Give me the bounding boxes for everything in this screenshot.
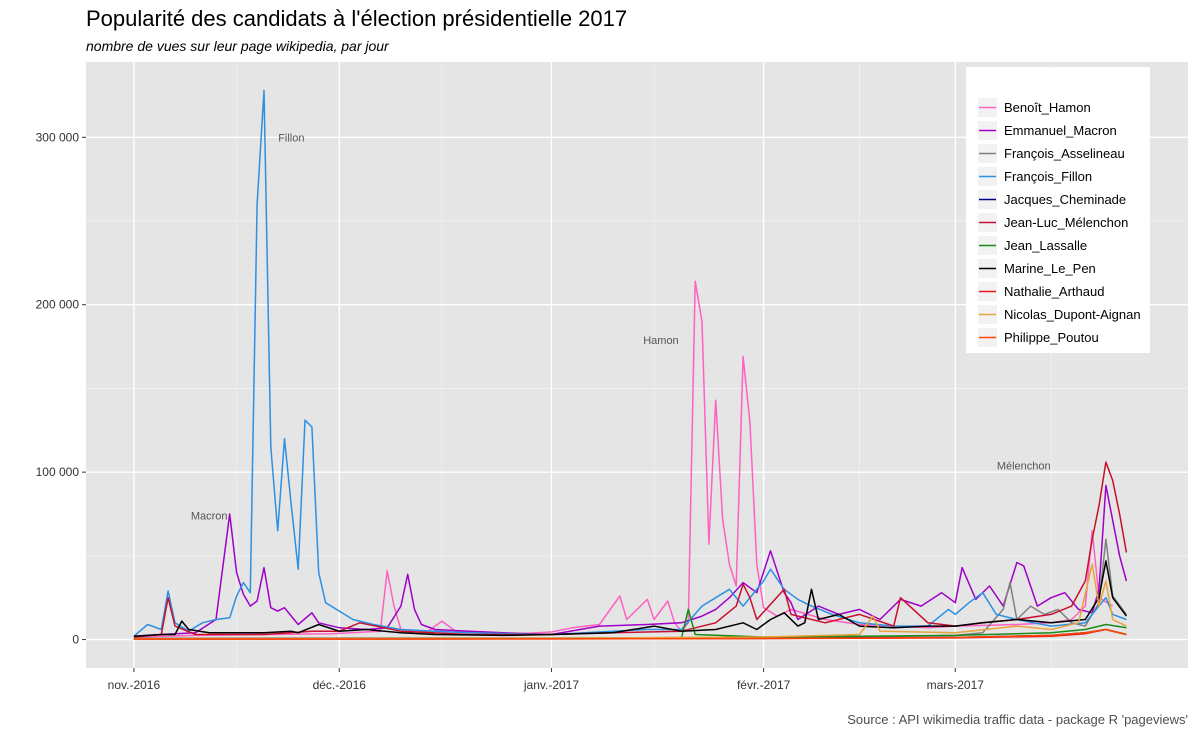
y-tick-label: 200 000 [36,298,80,312]
y-tick-label: 100 000 [36,465,80,479]
legend-label: Nicolas_Dupont-Aignan [1004,307,1141,322]
annotation-label: Mélenchon [997,460,1051,472]
annotation-label: Macron [191,511,228,523]
legend: Benoît_Hamon Emmanuel_Macron François_Asse… [966,67,1150,353]
legend-label: François_Asselineau [1004,146,1125,161]
series-line-Marine_Le_Pen [133,560,1128,637]
annotation-label: Hamon [643,335,678,347]
legend-label: Philippe_Poutou [1004,330,1099,345]
y-tick-label: 300 000 [36,130,80,144]
series-line-François_Fillon [133,89,1127,637]
legend-label: François_Fillon [1004,169,1092,184]
x-tick-label: nov.-2016 [108,678,161,692]
series-line-Nicolas_Dupont-Aignan [133,563,1127,640]
legend-label: Emmanuel_Macron [1004,123,1117,138]
series-line-Emmanuel_Macron [133,484,1128,637]
series-line-Jean-Luc_Mélenchon [133,461,1128,638]
legend-label: Jean_Lassalle [1004,238,1087,253]
y-tick-label: 0 [72,633,79,647]
annotations: Fillon Macron Hamon Mélenchon [191,132,1051,522]
x-tick-label: janv.-2017 [523,678,579,692]
series-lines [133,89,1128,640]
legend-label: Jacques_Cheminade [1004,192,1126,207]
legend-label: Marine_Le_Pen [1004,261,1096,276]
legend-label: Jean-Luc_Mélenchon [1004,215,1128,230]
x-tick-label: févr.-2017 [737,678,791,692]
series-line-Philippe_Poutou [133,628,1127,640]
source-caption: Source : API wikimedia traffic data - pa… [847,712,1188,727]
chart-title: Popularité des candidats à l'élection pr… [86,6,628,31]
axes: 0 100 000 200 000 300 000 nov.-2016 déc.-2016… [36,130,985,692]
legend-label: Nathalie_Arthaud [1004,284,1104,299]
x-tick-label: mars-2017 [927,678,985,692]
x-tick-label: déc.-2016 [313,678,367,692]
annotation-label: Fillon [278,132,304,144]
legend-label: Benoît_Hamon [1004,100,1091,115]
major-gridlines [86,62,1188,668]
chart-subtitle: nombre de vues sur leur page wikipedia, … [86,38,389,54]
